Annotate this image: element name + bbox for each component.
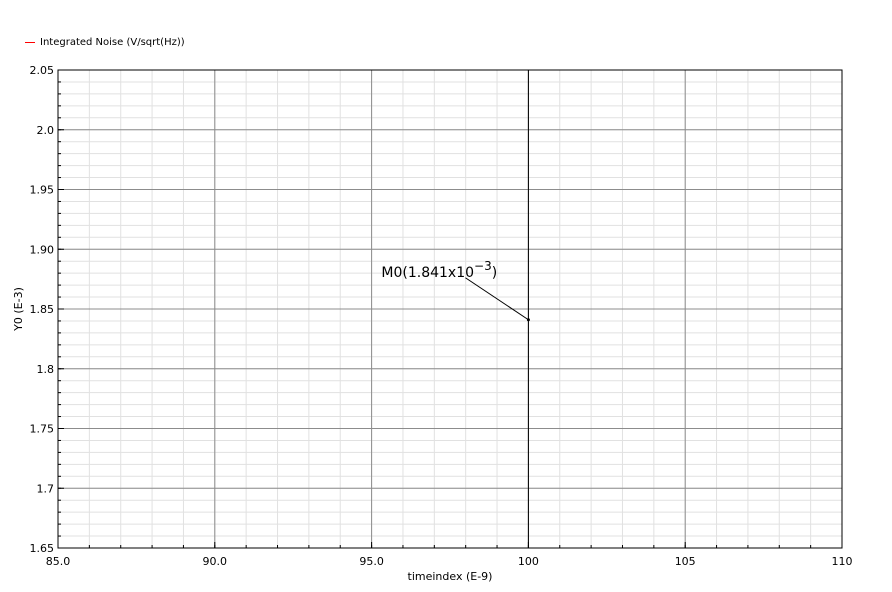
x-tick-label: 85.0 <box>46 555 71 568</box>
marker-point[interactable] <box>526 318 530 322</box>
tick-labels: 85.0 90.0 95.0 100 105 110 1.65 1.7 1.75 1.8 1.85 1… <box>30 64 853 568</box>
y-tick-label: 1.95 <box>30 184 55 197</box>
y-tick-label: 1.7 <box>37 482 55 495</box>
y-tick-label: 1.85 <box>30 303 55 316</box>
marker-label-exponent: −3 <box>474 259 492 273</box>
y-tick-label: 1.90 <box>30 243 55 256</box>
legend-label: Integrated Noise (V/sqrt(Hz)) <box>40 37 185 48</box>
x-axis-label: timeindex (E-9) <box>408 570 493 583</box>
y-axis-label: Y0 (E-3) <box>12 287 25 332</box>
y-tick-label: 1.75 <box>30 423 55 436</box>
x-tick-label: 100 <box>518 555 539 568</box>
x-tick-label: 90.0 <box>203 555 228 568</box>
x-tick-label: 110 <box>832 555 853 568</box>
marker-label: M0(1.841x10−3) <box>381 259 497 281</box>
axis-ticks <box>57 69 843 549</box>
marker-leader-line <box>465 277 529 321</box>
legend-swatch <box>25 42 35 43</box>
x-tick-label: 105 <box>675 555 696 568</box>
y-tick-label: 2.05 <box>30 64 55 77</box>
y-tick-label: 1.65 <box>30 542 55 555</box>
legend: Integrated Noise (V/sqrt(Hz)) <box>25 37 185 48</box>
marker-label-main: M0(1.841x10 <box>381 265 474 281</box>
y-tick-label: 2.0 <box>37 124 55 137</box>
y-tick-label: 1.8 <box>37 363 55 376</box>
marker-label-close: ) <box>492 265 497 281</box>
x-tick-label: 95.0 <box>359 555 384 568</box>
